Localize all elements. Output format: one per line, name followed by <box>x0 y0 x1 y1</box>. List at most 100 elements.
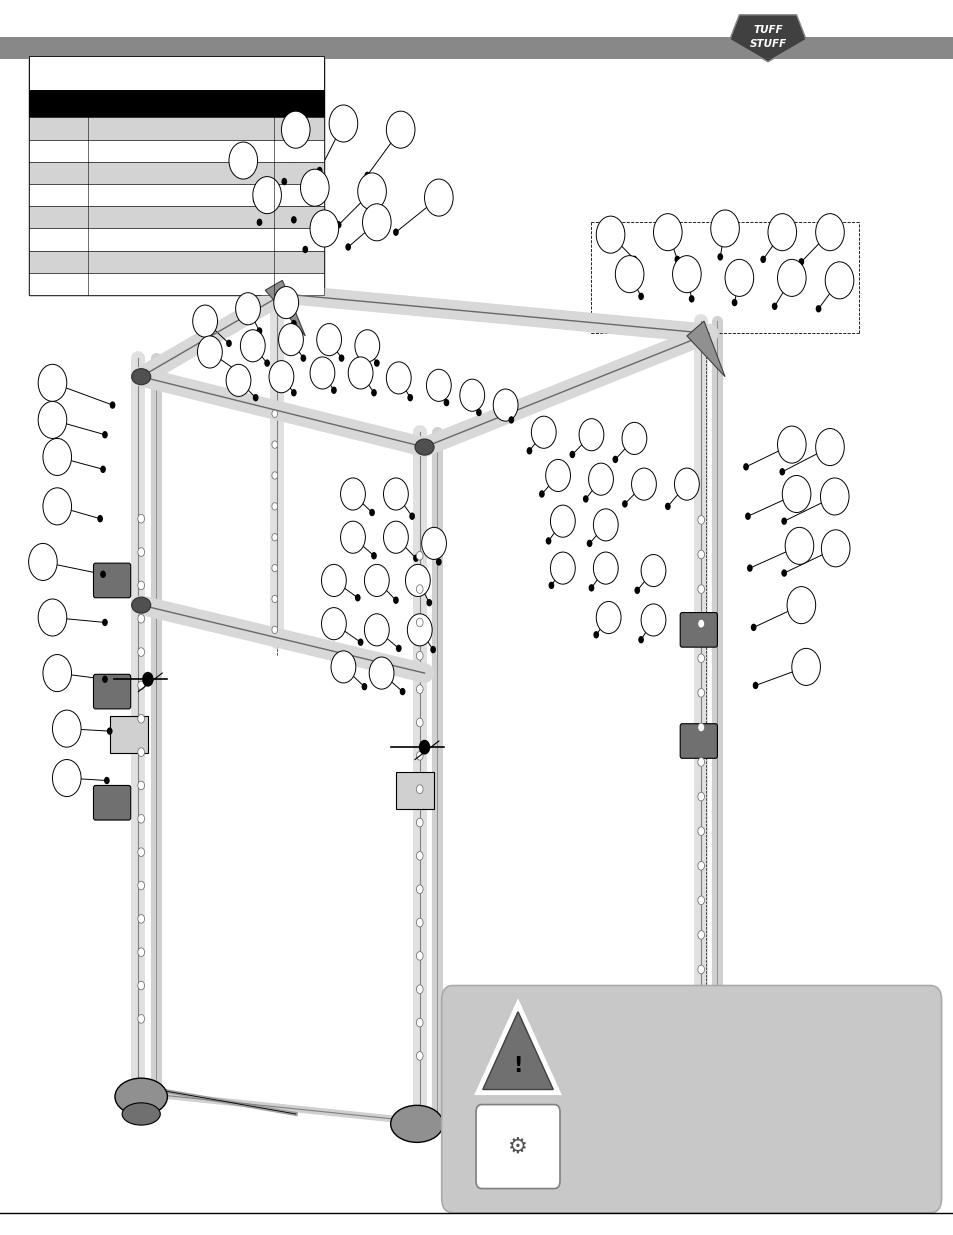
Circle shape <box>364 614 389 646</box>
Circle shape <box>272 564 277 572</box>
FancyBboxPatch shape <box>476 1104 559 1188</box>
Circle shape <box>137 847 145 857</box>
Circle shape <box>226 340 232 347</box>
Circle shape <box>416 685 422 694</box>
Circle shape <box>407 614 432 646</box>
Circle shape <box>233 367 239 374</box>
Circle shape <box>767 214 796 251</box>
Circle shape <box>137 847 145 857</box>
Circle shape <box>335 221 341 228</box>
Circle shape <box>815 429 843 466</box>
Circle shape <box>697 793 703 802</box>
Circle shape <box>820 478 848 515</box>
Circle shape <box>137 1015 145 1023</box>
Circle shape <box>697 620 703 627</box>
Circle shape <box>253 177 281 214</box>
Circle shape <box>355 594 360 601</box>
Circle shape <box>316 324 341 356</box>
Circle shape <box>137 714 145 724</box>
Circle shape <box>815 305 821 312</box>
Circle shape <box>291 216 296 224</box>
Circle shape <box>386 362 411 394</box>
Circle shape <box>310 357 335 389</box>
Circle shape <box>697 516 703 525</box>
FancyBboxPatch shape <box>29 162 324 184</box>
Circle shape <box>272 472 277 479</box>
Circle shape <box>538 490 544 498</box>
Circle shape <box>672 256 700 293</box>
Circle shape <box>752 682 758 689</box>
Circle shape <box>697 724 703 731</box>
Polygon shape <box>482 1011 553 1089</box>
FancyBboxPatch shape <box>29 117 324 140</box>
Circle shape <box>586 540 592 547</box>
Circle shape <box>340 521 365 553</box>
Circle shape <box>272 626 277 634</box>
Circle shape <box>688 295 694 303</box>
Circle shape <box>710 210 739 247</box>
Circle shape <box>137 815 145 824</box>
Circle shape <box>137 515 145 524</box>
Circle shape <box>278 324 303 356</box>
Circle shape <box>416 819 422 827</box>
Circle shape <box>300 169 329 206</box>
Circle shape <box>29 543 57 580</box>
Circle shape <box>717 253 722 261</box>
Circle shape <box>416 552 422 561</box>
Text: STUFF: STUFF <box>748 40 786 49</box>
Circle shape <box>781 569 786 577</box>
Circle shape <box>426 369 451 401</box>
Circle shape <box>137 882 145 889</box>
Circle shape <box>395 645 401 652</box>
Circle shape <box>364 564 389 597</box>
Circle shape <box>697 862 703 869</box>
Circle shape <box>52 710 81 747</box>
Circle shape <box>416 1018 422 1028</box>
Circle shape <box>110 401 115 409</box>
Circle shape <box>137 782 145 790</box>
Circle shape <box>137 914 145 924</box>
Circle shape <box>593 552 618 584</box>
Circle shape <box>416 785 422 794</box>
Circle shape <box>137 748 145 756</box>
Circle shape <box>97 515 103 522</box>
Circle shape <box>386 111 415 148</box>
Circle shape <box>137 748 145 756</box>
Polygon shape <box>482 1011 553 1089</box>
Circle shape <box>416 619 422 627</box>
Circle shape <box>697 585 703 594</box>
Circle shape <box>38 599 67 636</box>
Circle shape <box>569 451 575 458</box>
Circle shape <box>137 582 145 590</box>
Circle shape <box>240 330 265 362</box>
Circle shape <box>697 516 703 525</box>
Circle shape <box>137 682 145 689</box>
Circle shape <box>697 966 703 973</box>
Circle shape <box>256 327 262 335</box>
Circle shape <box>291 320 296 327</box>
Circle shape <box>137 648 145 657</box>
Circle shape <box>786 587 815 624</box>
Circle shape <box>329 105 357 142</box>
Ellipse shape <box>114 1078 167 1115</box>
FancyBboxPatch shape <box>679 613 717 647</box>
Ellipse shape <box>415 438 434 456</box>
Circle shape <box>653 214 681 251</box>
Circle shape <box>697 655 703 662</box>
Circle shape <box>508 416 514 424</box>
Circle shape <box>697 758 703 766</box>
Circle shape <box>369 509 375 516</box>
Circle shape <box>137 815 145 824</box>
Circle shape <box>43 438 71 475</box>
Circle shape <box>272 564 277 572</box>
Circle shape <box>193 305 217 337</box>
Circle shape <box>697 966 703 973</box>
Circle shape <box>615 256 643 293</box>
Circle shape <box>256 219 262 226</box>
Circle shape <box>272 534 277 541</box>
FancyBboxPatch shape <box>29 140 324 162</box>
Circle shape <box>107 727 112 735</box>
Circle shape <box>137 948 145 956</box>
Circle shape <box>612 456 618 463</box>
Circle shape <box>593 509 618 541</box>
